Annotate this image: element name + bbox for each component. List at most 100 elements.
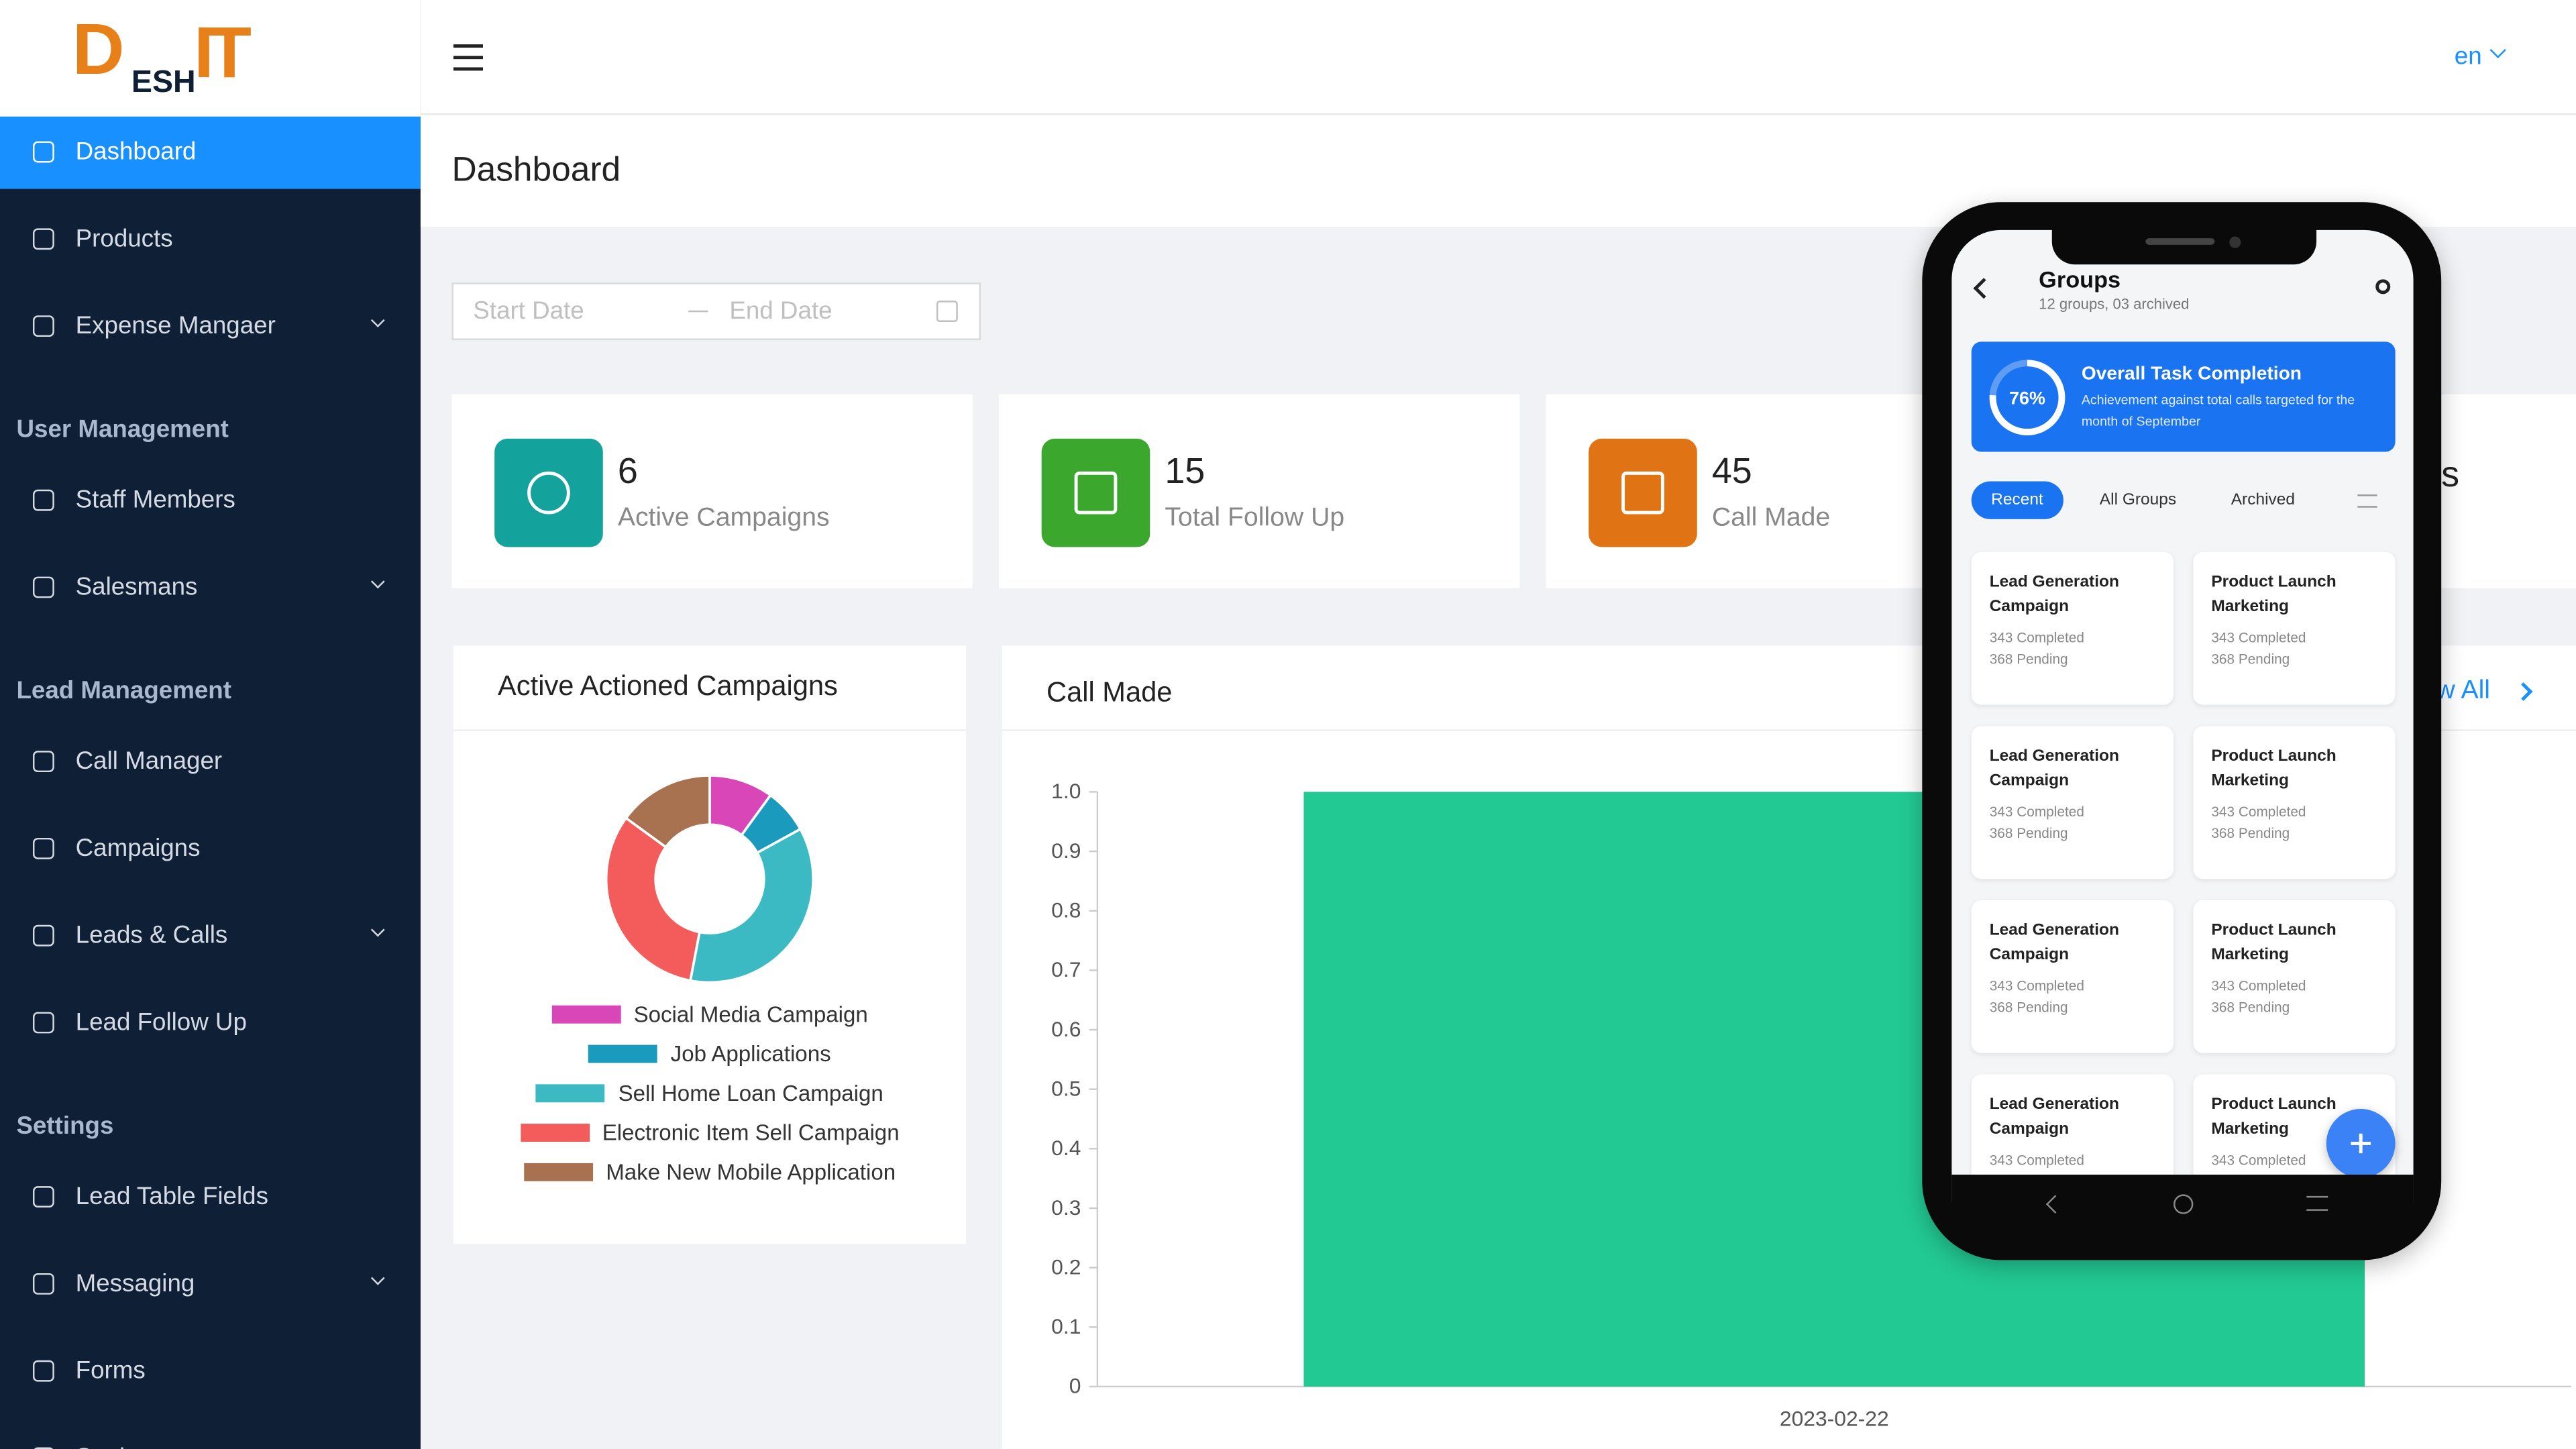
nav-item[interactable]: Call Manager [0, 716, 421, 804]
y-tick-label: 0 [1069, 1374, 1081, 1398]
calendar-icon [936, 301, 958, 323]
nav-item[interactable]: Salesmans [0, 542, 421, 629]
nav-item[interactable]: Lead Table Fields [0, 1152, 421, 1239]
nav-label: Campaigns [75, 835, 201, 863]
y-tick-label: 0.4 [1051, 1136, 1081, 1160]
nav-label: Staff Members [75, 486, 235, 515]
group-completed: 343 Completed [2211, 977, 2306, 994]
nav-section: Lead Management [16, 676, 232, 705]
stat-label: Active Campaigns [617, 504, 830, 533]
add-button[interactable] [2326, 1109, 2396, 1178]
legend-item: Job Applications [453, 1036, 966, 1069]
back-key[interactable] [2045, 1195, 2065, 1214]
y-tick-label: 0.8 [1051, 898, 1081, 922]
nav-item[interactable]: Forms [0, 1326, 421, 1413]
stat-card: 6 Active Campaigns [451, 394, 973, 588]
group-completed: 343 Completed [1989, 629, 2084, 646]
group-pending: 368 Pending [2211, 998, 2290, 1016]
nav-icon [32, 751, 54, 773]
x-tick-label: 2023-02-22 [1780, 1407, 1889, 1431]
nav-item[interactable]: Products [0, 194, 421, 281]
language-select[interactable]: en [2454, 42, 2482, 71]
nav-item[interactable]: Dashboard [0, 107, 421, 194]
y-tick-label: 0.6 [1051, 1017, 1081, 1041]
donut-segment [604, 816, 701, 982]
tab[interactable]: Recent [1971, 481, 2063, 519]
nav-icon [32, 1186, 54, 1208]
nav-item[interactable]: Messaging [0, 1239, 421, 1326]
donut-segment [624, 774, 711, 849]
legend-swatch [520, 1122, 590, 1141]
nav-item[interactable]: Staff Members [0, 455, 421, 542]
nav-icon [32, 228, 54, 250]
y-tick-label: 0.7 [1051, 957, 1081, 981]
stat-glyph [1074, 471, 1118, 515]
legend-swatch [536, 1083, 606, 1102]
group-completed: 343 Completed [2211, 803, 2306, 820]
y-tick-label: 0.3 [1051, 1195, 1081, 1220]
nav: Dashboard Products Expense Mangaer User Man… [0, 107, 421, 1449]
stat-label: s [2441, 453, 2460, 495]
group-card[interactable]: Lead Generation Campaign 343 Completed 368… [1971, 900, 2174, 1053]
legend-label: Sell Home Loan Campaign [618, 1080, 883, 1105]
menu-key[interactable] [2306, 1195, 2328, 1211]
tab[interactable]: All Groups [2099, 491, 2177, 510]
legend-swatch [523, 1162, 593, 1181]
nav-icon [32, 1273, 54, 1295]
y-tick-label: 1.0 [1051, 779, 1081, 803]
nav-item[interactable]: Campaigns [0, 804, 421, 891]
group-completed: 343 Completed [1989, 977, 2084, 994]
speaker [2145, 238, 2215, 245]
back-arrow [1973, 278, 1994, 299]
group-card[interactable]: Product Launch Marketing 343 Completed 368… [2193, 726, 2396, 879]
nav-icon [32, 1360, 54, 1382]
plus-v [2359, 1133, 2363, 1154]
panel-title: Active Actioned Campaigns [498, 670, 838, 702]
nav-label: Messaging [75, 1270, 195, 1298]
nav-item[interactable]: Expense Mangaer [0, 281, 421, 368]
search-icon [2375, 279, 2391, 294]
legend-swatch [588, 1044, 658, 1063]
stat-value: 6 [617, 450, 638, 492]
stat-card: 15 Total Follow Up [998, 394, 1520, 588]
logo-text: ESH [131, 65, 196, 101]
legend-label: Electronic Item Sell Campaign [602, 1119, 900, 1144]
nav-section: User Management [16, 415, 229, 444]
group-title: Product Launch Marketing [2211, 921, 2337, 965]
group-card[interactable]: Lead Generation Campaign 343 Completed 368… [1971, 551, 2174, 705]
group-card[interactable]: Product Launch Marketing 343 Completed 368… [2193, 551, 2396, 705]
nav-icon [32, 141, 54, 163]
nav-item[interactable]: Lead Follow Up [0, 977, 421, 1065]
legend-item: Sell Home Loan Campaign [453, 1076, 966, 1109]
nav-label: Lead Table Fields [75, 1183, 268, 1211]
nav-icon [32, 1012, 54, 1034]
banner: 76% Overall Task Completion Achievement ag… [1971, 341, 2396, 452]
group-completed: 343 Completed [1989, 1151, 2084, 1169]
group-title: Product Launch Marketing [2211, 573, 2337, 616]
nav-label: Leads & Calls [75, 921, 228, 950]
y-tick-label: 0.2 [1051, 1254, 1081, 1279]
page-title: Dashboard [451, 151, 621, 189]
home-key[interactable] [2174, 1194, 2194, 1214]
tab[interactable]: Archived [2231, 491, 2295, 510]
legend-item: Social Media Campaign [453, 998, 966, 1030]
nav-item[interactable]: Settings [0, 1413, 421, 1449]
group-card[interactable]: Product Launch Marketing 343 Completed 368… [2193, 900, 2396, 1053]
group-card[interactable]: Lead Generation Campaign 343 Completed 368… [1971, 726, 2174, 879]
screen-subtitle: 12 groups, 03 archived [2039, 295, 2190, 313]
banner-title: Overall Task Completion [2081, 364, 2302, 385]
tab-menu [2357, 494, 2377, 508]
nav-item[interactable]: Leads & Calls [0, 890, 421, 977]
screen-title: Groups [2039, 266, 2121, 292]
stat-icon [1589, 438, 1697, 547]
group-title: Lead Generation Campaign [1989, 573, 2119, 616]
end-date[interactable]: End Date [729, 297, 833, 325]
group-title: Lead Generation Campaign [1989, 1095, 2119, 1139]
date-picker[interactable]: Start Date End Date [451, 282, 981, 340]
divider [1002, 729, 2576, 731]
legend-label: Social Media Campaign [633, 1001, 868, 1026]
start-date[interactable]: Start Date [473, 297, 584, 325]
menu-toggle[interactable] [453, 44, 484, 71]
